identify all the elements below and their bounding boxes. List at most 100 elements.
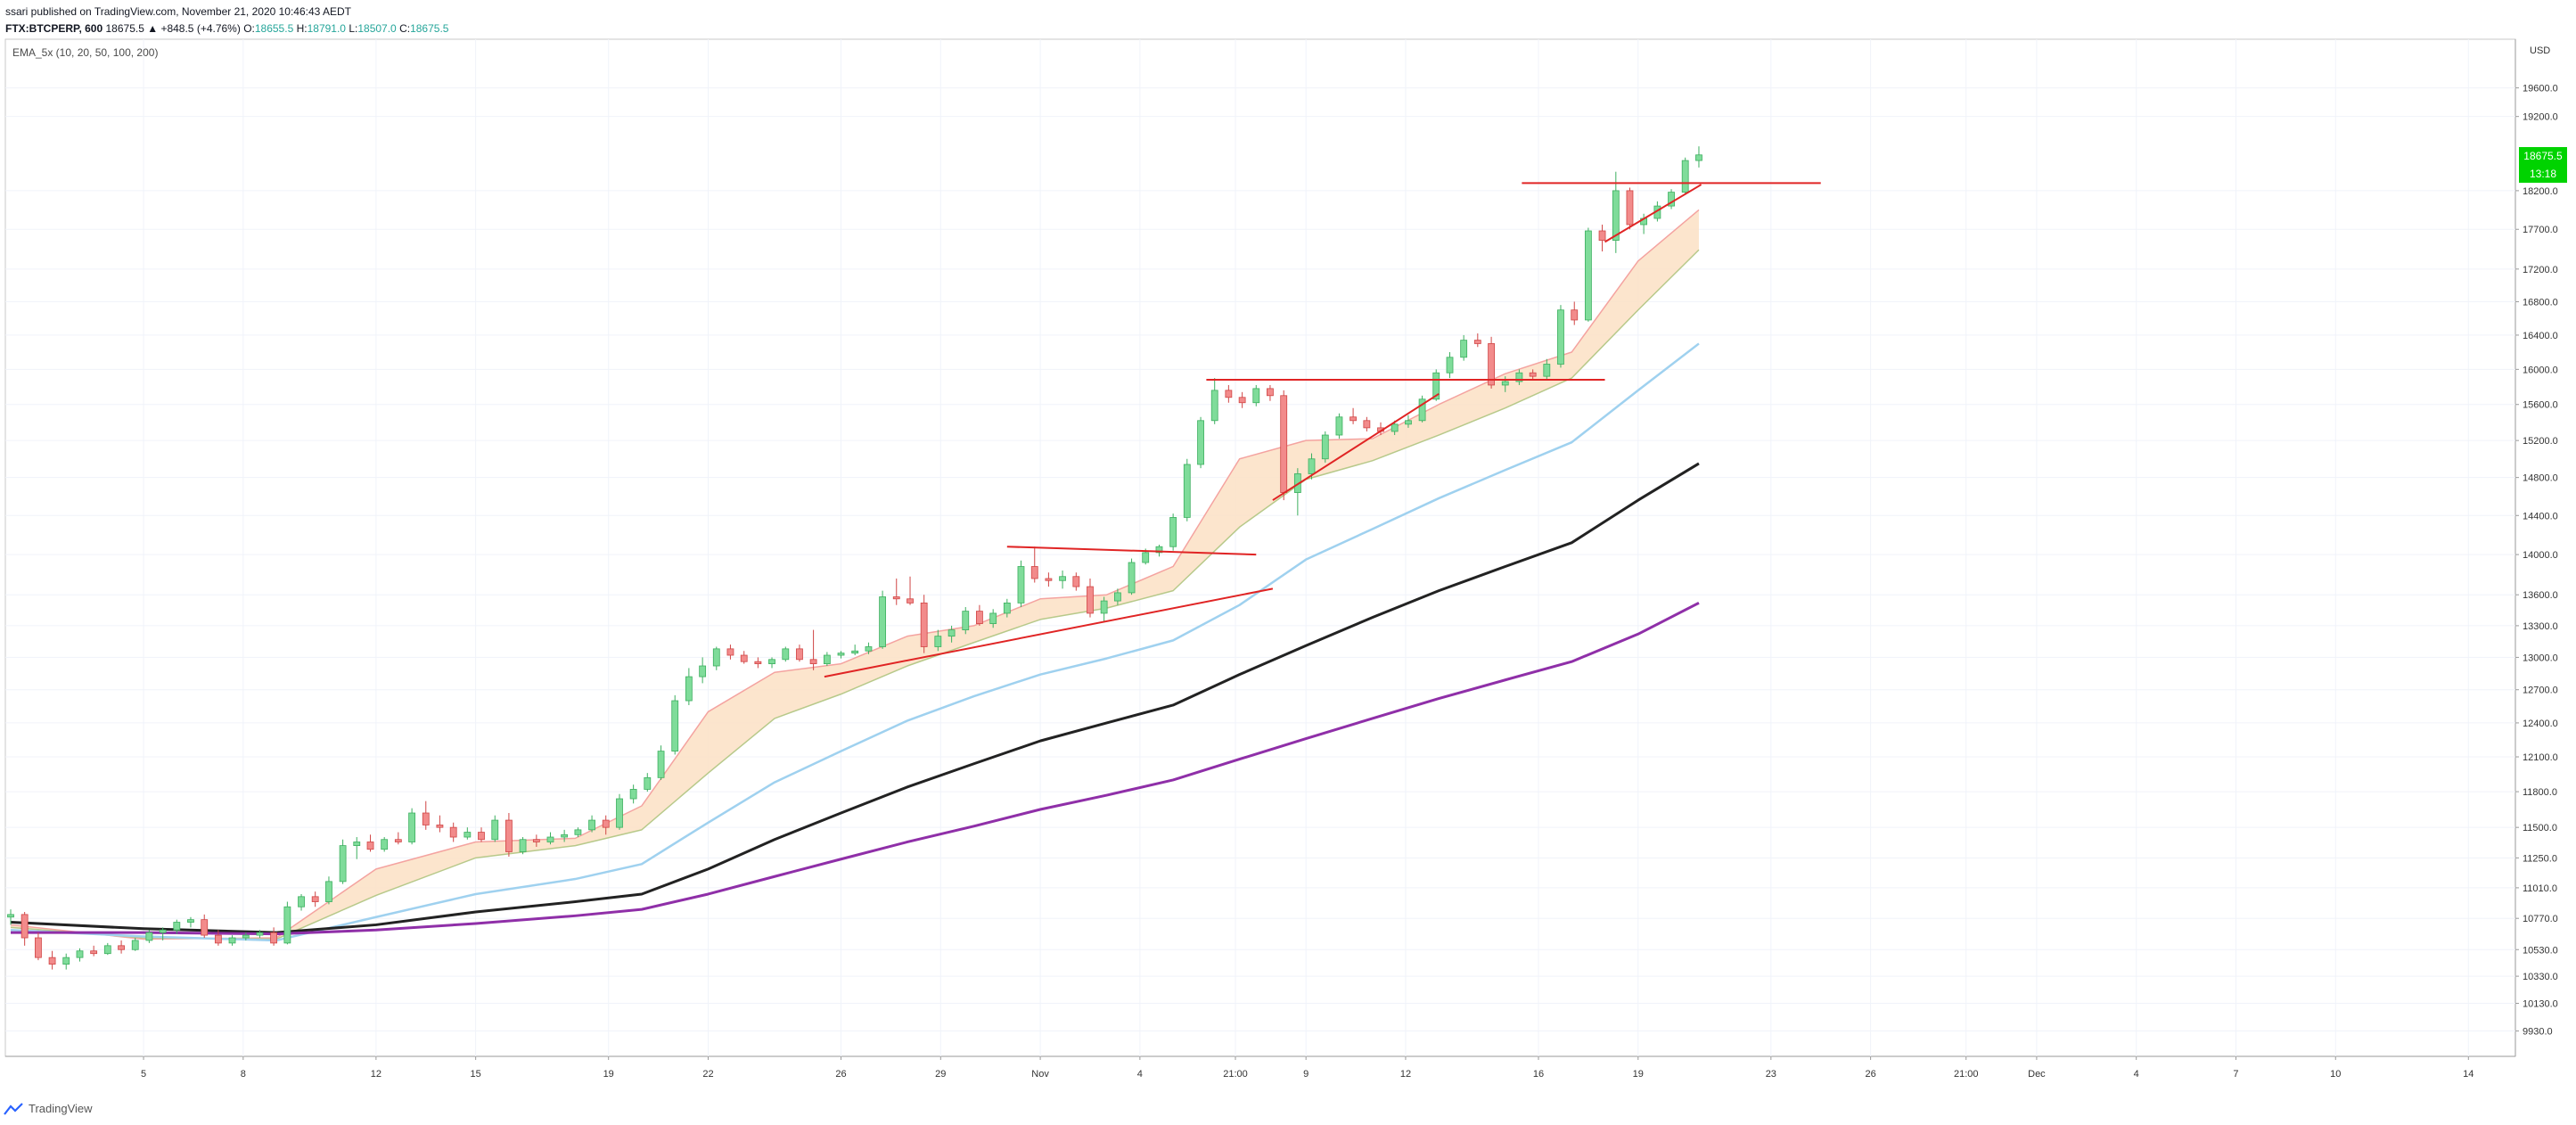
time-axis[interactable]: 5 8 12 15 19 22 26 29 Nov 4 21:00 9 12 16 19 23 26 21:00 D…: [141, 1056, 2473, 1080]
candle-up[interactable]: [1418, 395, 1426, 423]
candle-down[interactable]: [21, 911, 29, 946]
candle-down[interactable]: [1238, 391, 1246, 408]
candle-up[interactable]: [644, 773, 652, 792]
candle-up[interactable]: [381, 837, 389, 852]
candle-up[interactable]: [1515, 369, 1523, 385]
candle-up[interactable]: [1543, 358, 1551, 381]
candle-up[interactable]: [1321, 431, 1329, 463]
candle-down[interactable]: [311, 891, 319, 907]
candle-down[interactable]: [1045, 572, 1053, 587]
candle-down[interactable]: [809, 629, 817, 670]
candle-up[interactable]: [699, 657, 707, 684]
candle-down[interactable]: [1225, 384, 1233, 403]
candle-down[interactable]: [1087, 579, 1094, 618]
candle-up[interactable]: [685, 668, 693, 705]
candle-down[interactable]: [975, 604, 983, 626]
candle-down[interactable]: [214, 930, 222, 946]
candle-up[interactable]: [629, 784, 637, 804]
candle-up[interactable]: [574, 827, 582, 838]
candle-up[interactable]: [491, 815, 499, 842]
candle-up[interactable]: [989, 609, 997, 628]
candle-up[interactable]: [1446, 352, 1454, 379]
trendline[interactable]: [1272, 392, 1440, 501]
candle-up[interactable]: [159, 927, 167, 940]
candle-down[interactable]: [1267, 384, 1274, 401]
candle-down[interactable]: [478, 827, 485, 842]
candle-down[interactable]: [366, 834, 374, 852]
candle-up[interactable]: [1197, 416, 1204, 469]
candle-up[interactable]: [962, 606, 970, 635]
candle-up[interactable]: [1100, 596, 1108, 622]
candle-up[interactable]: [948, 625, 956, 643]
candle-up[interactable]: [339, 839, 347, 884]
candle-down[interactable]: [920, 595, 928, 653]
candle-up[interactable]: [1183, 458, 1191, 521]
candle-down[interactable]: [1280, 390, 1288, 501]
candle-up[interactable]: [1681, 157, 1689, 194]
candle-up[interactable]: [298, 893, 305, 911]
candle-down[interactable]: [602, 815, 610, 835]
candle-down[interactable]: [201, 914, 209, 939]
symbol-label[interactable]: FTX:BTCPERP, 600: [5, 22, 103, 35]
candle-up[interactable]: [1695, 146, 1702, 168]
tradingview-footer[interactable]: TradingView: [4, 1102, 93, 1115]
candle-up[interactable]: [228, 935, 236, 946]
candle-up[interactable]: [187, 916, 194, 928]
candle-down[interactable]: [1626, 187, 1634, 230]
candle-up[interactable]: [1405, 415, 1412, 428]
candle-up[interactable]: [7, 909, 14, 925]
candle-up[interactable]: [851, 645, 859, 656]
candle-up[interactable]: [256, 930, 264, 939]
candle-down[interactable]: [270, 927, 278, 946]
candle-down[interactable]: [1350, 407, 1357, 424]
candle-down[interactable]: [118, 940, 125, 954]
candle-up[interactable]: [782, 646, 790, 662]
candle-up[interactable]: [353, 837, 361, 859]
candle-down[interactable]: [35, 932, 42, 961]
candle-up[interactable]: [1169, 513, 1177, 551]
candle-down[interactable]: [422, 801, 430, 830]
candle-up[interactable]: [823, 652, 831, 667]
trendline[interactable]: [824, 587, 1274, 678]
candle-down[interactable]: [1072, 572, 1080, 591]
candle-down[interactable]: [1571, 301, 1579, 325]
candle-up[interactable]: [1059, 570, 1066, 589]
candle-down[interactable]: [90, 945, 98, 957]
trendline[interactable]: [1604, 184, 1702, 243]
candle-up[interactable]: [546, 832, 554, 845]
candle-up[interactable]: [588, 815, 595, 833]
price-axis[interactable]: 19600.0 19200.0 18200.0 17700.0 17200.0 16800…: [2515, 45, 2558, 1038]
candle-up[interactable]: [1612, 171, 1620, 253]
candles[interactable]: [7, 146, 1702, 970]
indicator-legend[interactable]: EMA_5x (10, 20, 50, 100, 200): [12, 46, 159, 59]
candle-up[interactable]: [1668, 189, 1675, 209]
candle-up[interactable]: [242, 932, 250, 940]
candle-up[interactable]: [1210, 378, 1218, 424]
candle-down[interactable]: [754, 657, 762, 669]
candle-up[interactable]: [561, 829, 569, 842]
candle-up[interactable]: [519, 837, 527, 855]
candle-up[interactable]: [657, 745, 665, 780]
candle-up[interactable]: [1128, 558, 1136, 595]
candle-up[interactable]: [173, 919, 181, 934]
candle-down[interactable]: [726, 645, 734, 660]
candle-up[interactable]: [325, 876, 332, 905]
candle-down[interactable]: [449, 822, 457, 842]
candle-down[interactable]: [796, 645, 803, 662]
candle-up[interactable]: [1017, 560, 1025, 607]
trendlines[interactable]: [824, 182, 1821, 678]
candle-up[interactable]: [145, 930, 153, 943]
candle-up[interactable]: [1557, 305, 1564, 368]
candle-up[interactable]: [616, 793, 623, 830]
candle-up[interactable]: [712, 646, 720, 670]
candle-down[interactable]: [1488, 336, 1495, 389]
candle-down[interactable]: [740, 651, 748, 664]
candle-up[interactable]: [865, 642, 873, 654]
candle-up[interactable]: [408, 808, 416, 845]
candle-down[interactable]: [1529, 369, 1537, 381]
candle-up[interactable]: [934, 629, 942, 652]
candle-up[interactable]: [1584, 227, 1592, 322]
candle-up[interactable]: [1114, 588, 1121, 605]
candle-down[interactable]: [505, 813, 513, 857]
